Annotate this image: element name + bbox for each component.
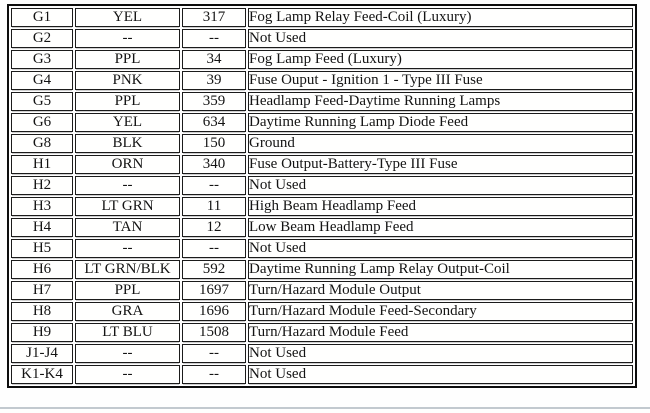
function-cell: Turn/Hazard Module Output xyxy=(248,281,633,300)
function-cell: Turn/Hazard Module Feed-Secondary xyxy=(248,302,633,321)
circuit-cell: 11 xyxy=(182,197,246,216)
wire-color-cell: YEL xyxy=(75,8,180,27)
terminal-cell: H8 xyxy=(11,302,73,321)
wire-color-cell: LT GRN/BLK xyxy=(75,260,180,279)
table-row: G5 PPL 359 Headlamp Feed-Daytime Running… xyxy=(11,92,633,111)
circuit-cell: 1697 xyxy=(182,281,246,300)
terminal-cell: H2 xyxy=(11,176,73,195)
wire-color-cell: BLK xyxy=(75,134,180,153)
wire-color-cell: YEL xyxy=(75,113,180,132)
terminal-cell: K1-K4 xyxy=(11,365,73,384)
circuit-cell: -- xyxy=(182,344,246,363)
wire-color-cell: LT BLU xyxy=(75,323,180,342)
table-row: H4 TAN 12 Low Beam Headlamp Feed xyxy=(11,218,633,237)
terminal-cell: H3 xyxy=(11,197,73,216)
table-row: H7 PPL 1697 Turn/Hazard Module Output xyxy=(11,281,633,300)
terminal-cell: G1 xyxy=(11,8,73,27)
circuit-cell: -- xyxy=(182,239,246,258)
circuit-cell: -- xyxy=(182,29,246,48)
circuit-cell: 150 xyxy=(182,134,246,153)
function-cell: Not Used xyxy=(248,176,633,195)
terminal-cell: G3 xyxy=(11,50,73,69)
function-cell: Not Used xyxy=(248,365,633,384)
wire-color-cell: -- xyxy=(75,29,180,48)
table-row: J1-J4 -- -- Not Used xyxy=(11,344,633,363)
function-cell: Not Used xyxy=(248,239,633,258)
table-row: H5 -- -- Not Used xyxy=(11,239,633,258)
wire-color-cell: PPL xyxy=(75,50,180,69)
table-row: H9 LT BLU 1508 Turn/Hazard Module Feed xyxy=(11,323,633,342)
table-row: G1 YEL 317 Fog Lamp Relay Feed-Coil (Lux… xyxy=(11,8,633,27)
circuit-cell: 1508 xyxy=(182,323,246,342)
function-cell: Daytime Running Lamp Relay Output-Coil xyxy=(248,260,633,279)
table-row: H8 GRA 1696 Turn/Hazard Module Feed-Seco… xyxy=(11,302,633,321)
wire-color-cell: ORN xyxy=(75,155,180,174)
terminal-cell: H5 xyxy=(11,239,73,258)
circuit-cell: -- xyxy=(182,176,246,195)
page-edge-divider xyxy=(0,407,650,409)
wire-color-cell: -- xyxy=(75,176,180,195)
function-cell: Fog Lamp Relay Feed-Coil (Luxury) xyxy=(248,8,633,27)
function-cell: Daytime Running Lamp Diode Feed xyxy=(248,113,633,132)
terminal-cell: H1 xyxy=(11,155,73,174)
table-row: G8 BLK 150 Ground xyxy=(11,134,633,153)
table-row: H6 LT GRN/BLK 592 Daytime Running Lamp R… xyxy=(11,260,633,279)
terminal-cell: G4 xyxy=(11,71,73,90)
table-row: H3 LT GRN 11 High Beam Headlamp Feed xyxy=(11,197,633,216)
circuit-cell: -- xyxy=(182,365,246,384)
circuit-cell: 359 xyxy=(182,92,246,111)
circuit-cell: 317 xyxy=(182,8,246,27)
function-cell: Ground xyxy=(248,134,633,153)
wire-color-cell: PNK xyxy=(75,71,180,90)
table-row: G4 PNK 39 Fuse Ouput - Ignition 1 - Type… xyxy=(11,71,633,90)
circuit-cell: 340 xyxy=(182,155,246,174)
function-cell: High Beam Headlamp Feed xyxy=(248,197,633,216)
function-cell: Not Used xyxy=(248,344,633,363)
wire-color-cell: TAN xyxy=(75,218,180,237)
terminal-cell: H9 xyxy=(11,323,73,342)
terminal-cell: H7 xyxy=(11,281,73,300)
wire-color-cell: PPL xyxy=(75,92,180,111)
wire-color-cell: -- xyxy=(75,365,180,384)
function-cell: Low Beam Headlamp Feed xyxy=(248,218,633,237)
wire-color-cell: PPL xyxy=(75,281,180,300)
table-row: H2 -- -- Not Used xyxy=(11,176,633,195)
terminal-cell: G8 xyxy=(11,134,73,153)
function-cell: Headlamp Feed-Daytime Running Lamps xyxy=(248,92,633,111)
table-row: K1-K4 -- -- Not Used xyxy=(11,365,633,384)
wire-color-cell: GRA xyxy=(75,302,180,321)
pinout-table-body: G1 YEL 317 Fog Lamp Relay Feed-Coil (Lux… xyxy=(11,8,633,384)
function-cell: Not Used xyxy=(248,29,633,48)
function-cell: Fog Lamp Feed (Luxury) xyxy=(248,50,633,69)
wire-color-cell: LT GRN xyxy=(75,197,180,216)
circuit-cell: 592 xyxy=(182,260,246,279)
table-row: H1 ORN 340 Fuse Output-Battery-Type III … xyxy=(11,155,633,174)
terminal-cell: H6 xyxy=(11,260,73,279)
circuit-cell: 34 xyxy=(182,50,246,69)
terminal-cell: G6 xyxy=(11,113,73,132)
table-row: G6 YEL 634 Daytime Running Lamp Diode Fe… xyxy=(11,113,633,132)
connector-pinout-table: G1 YEL 317 Fog Lamp Relay Feed-Coil (Lux… xyxy=(7,4,637,388)
terminal-cell: H4 xyxy=(11,218,73,237)
function-cell: Fuse Ouput - Ignition 1 - Type III Fuse xyxy=(248,71,633,90)
terminal-cell: J1-J4 xyxy=(11,344,73,363)
wire-color-cell: -- xyxy=(75,239,180,258)
function-cell: Fuse Output-Battery-Type III Fuse xyxy=(248,155,633,174)
circuit-cell: 12 xyxy=(182,218,246,237)
circuit-cell: 634 xyxy=(182,113,246,132)
table-row: G3 PPL 34 Fog Lamp Feed (Luxury) xyxy=(11,50,633,69)
circuit-cell: 1696 xyxy=(182,302,246,321)
table-row: G2 -- -- Not Used xyxy=(11,29,633,48)
wire-color-cell: -- xyxy=(75,344,180,363)
function-cell: Turn/Hazard Module Feed xyxy=(248,323,633,342)
terminal-cell: G5 xyxy=(11,92,73,111)
circuit-cell: 39 xyxy=(182,71,246,90)
terminal-cell: G2 xyxy=(11,29,73,48)
